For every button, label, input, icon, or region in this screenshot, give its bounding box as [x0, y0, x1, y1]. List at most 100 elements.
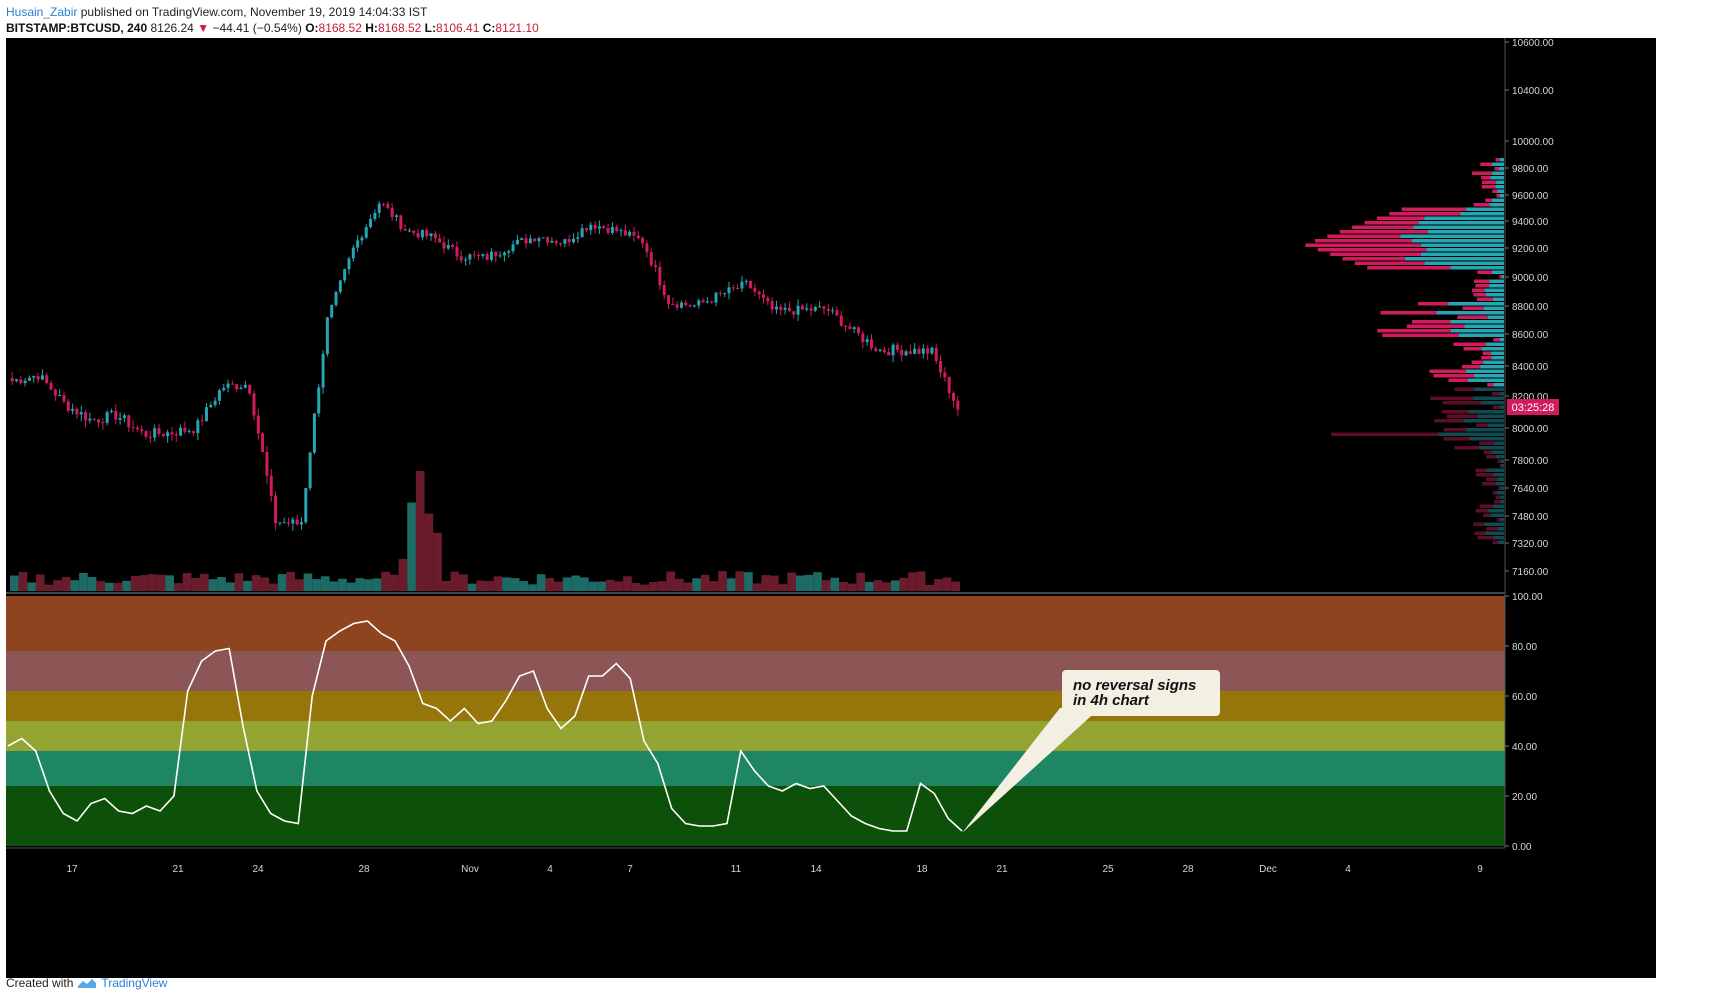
candle-body: [256, 415, 260, 434]
candle-body: [580, 228, 584, 238]
profile-bar-bear: [1418, 302, 1449, 306]
volume-bar: [450, 571, 460, 591]
volume-bar: [873, 580, 883, 591]
profile-bar-bear: [1433, 374, 1474, 378]
candle-body: [131, 427, 135, 429]
candle-body: [649, 252, 653, 266]
candle-body: [101, 422, 105, 424]
profile-bar-bear: [1406, 324, 1465, 328]
volume-bar: [623, 576, 632, 591]
created-with-label: Created with: [6, 976, 74, 990]
volume-bar: [726, 578, 736, 591]
profile-bar-bull: [1487, 315, 1504, 319]
profile-bar-bull: [1499, 338, 1504, 342]
price-tick-label: 8600.00: [1512, 330, 1549, 341]
candle-body: [576, 237, 580, 239]
candle-body: [671, 303, 675, 305]
profile-bar-bear: [1305, 243, 1421, 247]
price-tick-label: 8200.00: [1512, 392, 1549, 403]
chart-canvas[interactable]: no reversal signs in 4h chart 10600.0010…: [0, 38, 1722, 978]
candle-body: [84, 412, 88, 421]
profile-bar-bull: [1468, 410, 1504, 414]
profile-bar-bear: [1498, 486, 1501, 490]
candle-body: [597, 226, 601, 229]
symbol-label[interactable]: BITSTAMP:BTCUSD, 240: [6, 21, 148, 35]
annotation-callout: no reversal signs in 4h chart: [962, 670, 1220, 833]
candle-body: [943, 372, 947, 378]
candle-body: [248, 384, 252, 394]
profile-bar-bull: [1464, 324, 1504, 328]
candle-body: [809, 308, 813, 311]
volume-bar: [433, 532, 442, 591]
volume-bar: [882, 582, 891, 591]
candle-body: [701, 300, 705, 303]
volume-bar: [675, 578, 684, 591]
volume-area: [10, 471, 960, 591]
profile-bar-bull: [1487, 423, 1504, 427]
profile-bar-bull: [1424, 216, 1504, 220]
candle-body: [563, 239, 567, 244]
price-axis: 10600.00 10400.00 10000.00 9800.00 9600.00 94…: [1505, 38, 1554, 578]
candle-body: [472, 254, 476, 256]
candle-body: [584, 228, 588, 231]
profile-bar-bull: [1420, 252, 1504, 256]
profile-bar-bear: [1492, 540, 1499, 544]
candle-body: [606, 228, 610, 233]
profile-bar-bull: [1489, 279, 1504, 283]
candle-body: [800, 305, 804, 310]
candle-body: [403, 229, 407, 231]
candle-body: [567, 239, 571, 243]
volume-bar: [899, 577, 909, 591]
volume-bar: [346, 582, 356, 591]
candle-body: [485, 254, 489, 260]
ohlc-line: BITSTAMP:BTCUSD, 240 8126.24 ▼ −44.41 (−…: [6, 20, 539, 36]
volume-bar: [536, 574, 546, 591]
volume-bar: [441, 580, 451, 591]
profile-bar-bear: [1471, 360, 1484, 364]
candle-body: [749, 280, 753, 289]
candle-body: [269, 475, 273, 496]
profile-bar-bull: [1489, 203, 1504, 207]
candle-body: [338, 280, 342, 292]
volume-bar: [79, 572, 88, 591]
profile-bar-bull: [1497, 189, 1504, 193]
candle-body: [753, 288, 757, 292]
candle-body: [261, 433, 265, 453]
candle-body: [416, 232, 420, 238]
profile-bar-bear: [1495, 158, 1500, 162]
candle-body: [675, 304, 679, 308]
candle-body: [360, 237, 364, 241]
candle-body: [122, 415, 126, 418]
volume-bar: [493, 576, 503, 591]
profile-bar-bull: [1481, 347, 1504, 351]
volume-bar: [666, 571, 675, 591]
volume-bar: [467, 583, 477, 591]
price-tick-label: 9000.00: [1512, 273, 1549, 284]
tradingview-link[interactable]: TradingView: [101, 976, 168, 990]
oscillator-zones: [6, 596, 1505, 846]
profile-bar-bear: [1483, 450, 1492, 454]
volume-bar: [502, 577, 511, 591]
oscillator-line: [7, 620, 963, 832]
profile-bar-bear: [1453, 342, 1487, 346]
candle-body: [429, 233, 433, 237]
candle-body: [364, 227, 368, 238]
profile-bar-bull: [1468, 378, 1504, 382]
volume-bar: [44, 584, 54, 591]
last-price: 8126.24: [150, 21, 194, 35]
volume-bar: [545, 578, 555, 591]
volume-bar: [139, 575, 149, 591]
profile-bar-bear: [1342, 257, 1405, 261]
tradingview-logo-icon: [78, 979, 97, 988]
candle-body: [839, 315, 843, 326]
candle-body: [390, 207, 394, 217]
profile-bar-bear: [1476, 297, 1493, 301]
candle-body: [705, 301, 709, 303]
oscillator-tick-label: 20.00: [1512, 792, 1537, 803]
candle-body: [407, 230, 411, 232]
profile-bar-bull: [1502, 275, 1504, 279]
candle-body: [757, 291, 761, 295]
candle-body: [632, 231, 636, 236]
candle-body: [593, 224, 597, 229]
author-link[interactable]: Husain_Zabir: [6, 5, 78, 19]
